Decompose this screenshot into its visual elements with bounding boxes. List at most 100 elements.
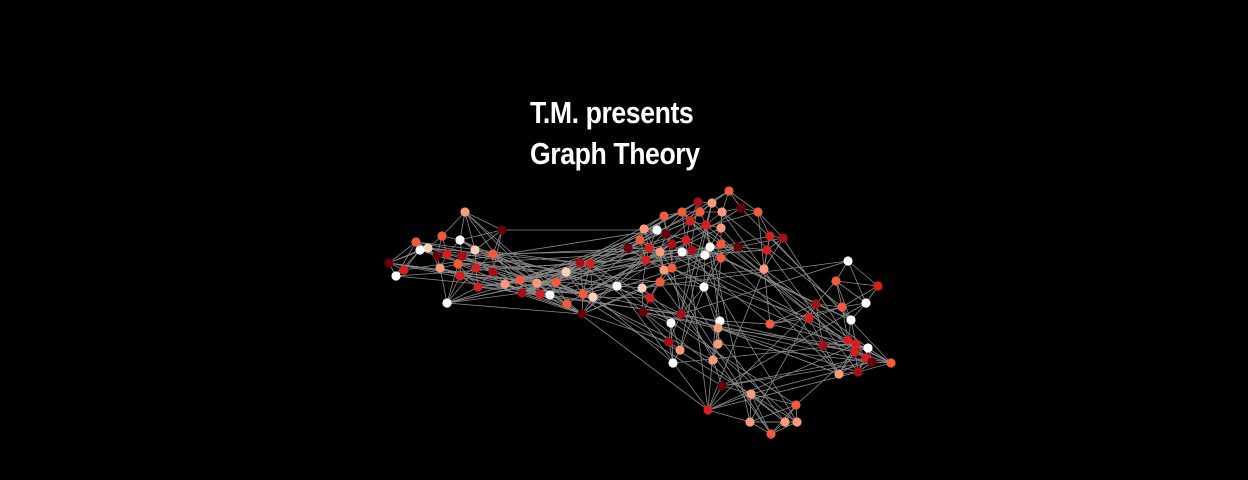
- graph-edge: [388, 241, 417, 264]
- graph-edge: [446, 292, 523, 304]
- graph-node: [778, 233, 788, 243]
- graph-node: [432, 251, 442, 261]
- graph-node: [455, 235, 465, 245]
- graph-node: [460, 207, 470, 217]
- graph-node: [561, 267, 571, 277]
- graph-edge: [680, 260, 849, 315]
- graph-edge: [641, 259, 647, 289]
- graph-edge: [427, 247, 591, 265]
- graph-edge: [536, 282, 682, 315]
- graph-edge: [681, 251, 771, 325]
- graph-edge: [815, 280, 837, 305]
- graph-edge: [388, 262, 584, 295]
- graph-node: [435, 263, 445, 273]
- graph-node: [644, 243, 654, 253]
- graph-edge: [415, 241, 591, 265]
- graph-node: [655, 277, 665, 287]
- graph-node: [687, 245, 697, 255]
- graph-node: [716, 223, 726, 233]
- title-block: T.M. presents Graph Theory: [530, 92, 700, 174]
- graph-edge: [847, 260, 879, 287]
- graph-edge: [717, 327, 859, 373]
- graph-edge: [504, 239, 641, 285]
- graph-node: [707, 198, 717, 208]
- graph-node: [551, 277, 561, 287]
- graph-node: [442, 249, 452, 259]
- graph-node: [384, 258, 394, 268]
- graph-edge: [737, 246, 765, 270]
- graph-node: [843, 256, 853, 266]
- graph-edge: [643, 228, 714, 361]
- graph-node: [668, 358, 678, 368]
- graph-edge: [705, 224, 751, 423]
- graph-node: [661, 229, 671, 239]
- graph-node: [623, 243, 633, 253]
- graph-edge: [857, 362, 892, 373]
- graph-node: [713, 323, 723, 333]
- graph-edge: [705, 224, 856, 353]
- graph-edge: [769, 303, 817, 325]
- graph-node: [457, 251, 467, 261]
- graph-edge: [769, 317, 810, 325]
- graph-node: [745, 417, 755, 427]
- graph-edge: [707, 385, 723, 411]
- graph-node: [659, 265, 669, 275]
- graph-node: [667, 239, 677, 249]
- graph-node: [851, 339, 861, 349]
- graph-edge: [707, 343, 857, 411]
- graph-node: [762, 245, 772, 255]
- graph-node: [699, 282, 709, 292]
- graph-edge: [681, 211, 857, 345]
- graph-node: [715, 316, 725, 326]
- graph-node: [423, 243, 433, 253]
- graph-edge: [728, 190, 759, 213]
- graph-edge: [680, 286, 705, 315]
- graph-edge: [717, 343, 873, 363]
- graph-node: [515, 275, 525, 285]
- graph-node: [716, 253, 726, 263]
- graph-node: [575, 258, 585, 268]
- graph-node: [703, 405, 713, 415]
- graph-edge: [566, 303, 709, 411]
- graph-edge: [446, 259, 647, 304]
- graph-edge: [492, 229, 503, 273]
- graph-node: [850, 347, 860, 357]
- graph-node: [391, 271, 401, 281]
- graph-node: [736, 203, 746, 213]
- graph-node: [437, 231, 447, 241]
- graph-edge: [446, 286, 479, 304]
- graph-node: [818, 340, 828, 350]
- graph-edge: [721, 361, 873, 387]
- graph-node: [677, 247, 687, 257]
- graph-node: [635, 235, 645, 245]
- graph-node: [666, 318, 676, 328]
- graph-edge: [670, 322, 681, 351]
- graph-node: [863, 343, 873, 353]
- graph-edge: [717, 327, 869, 349]
- graph-edge: [815, 303, 824, 346]
- graph-edge: [750, 361, 873, 395]
- graph-edge: [703, 257, 722, 288]
- graph-node: [708, 355, 718, 365]
- graph-node: [867, 357, 877, 367]
- graph-node: [500, 279, 510, 289]
- graph-node: [886, 358, 896, 368]
- graph-edge: [685, 239, 852, 321]
- graph-node: [811, 299, 821, 309]
- graph-edge: [446, 302, 583, 315]
- graph-edge: [808, 306, 843, 319]
- graph-edge: [705, 224, 721, 322]
- graph-node: [471, 263, 481, 273]
- graph-node: [659, 211, 669, 221]
- graph-node: [834, 369, 844, 379]
- graph-edge: [649, 297, 672, 324]
- graph-node: [637, 283, 647, 293]
- graph-edge: [648, 247, 786, 423]
- graph-node: [488, 249, 498, 259]
- graph-edge: [565, 271, 674, 364]
- title-line-1: T.M. presents: [530, 95, 694, 130]
- graph-node: [645, 293, 655, 303]
- graph-edge: [782, 237, 849, 341]
- graph-edge: [446, 253, 584, 295]
- graph-node: [724, 186, 734, 196]
